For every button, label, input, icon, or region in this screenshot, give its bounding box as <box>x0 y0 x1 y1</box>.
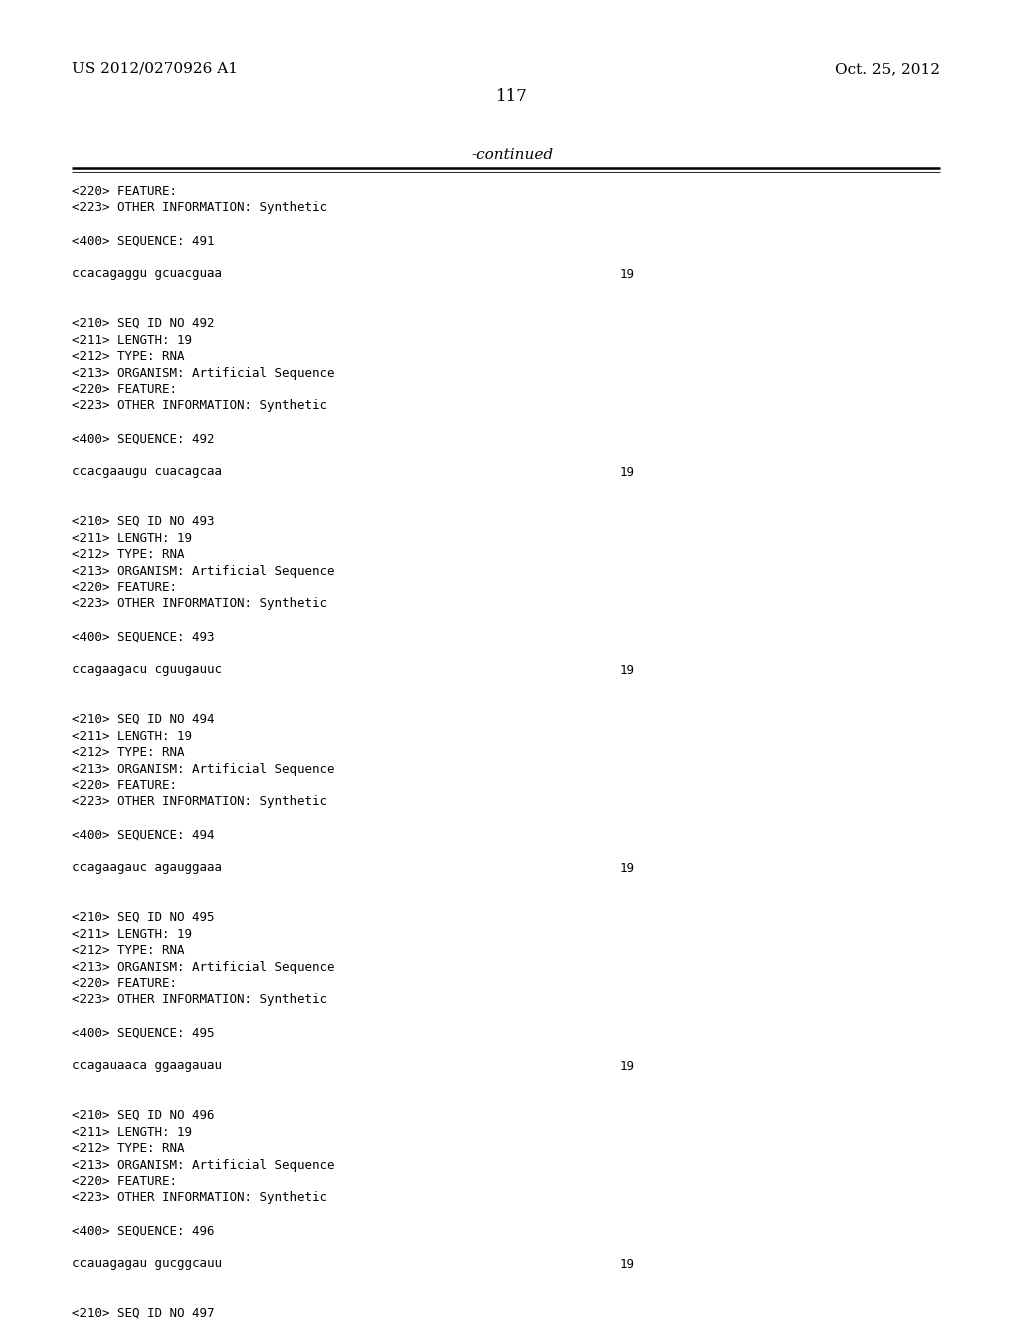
Text: <213> ORGANISM: Artificial Sequence: <213> ORGANISM: Artificial Sequence <box>72 961 335 974</box>
Text: Oct. 25, 2012: Oct. 25, 2012 <box>835 62 940 77</box>
Text: <213> ORGANISM: Artificial Sequence: <213> ORGANISM: Artificial Sequence <box>72 1159 335 1172</box>
Text: <220> FEATURE:: <220> FEATURE: <box>72 383 177 396</box>
Text: <212> TYPE: RNA: <212> TYPE: RNA <box>72 944 184 957</box>
Text: 19: 19 <box>620 862 635 874</box>
Text: <213> ORGANISM: Artificial Sequence: <213> ORGANISM: Artificial Sequence <box>72 763 335 776</box>
Text: <210> SEQ ID NO 496: <210> SEQ ID NO 496 <box>72 1109 214 1122</box>
Text: <213> ORGANISM: Artificial Sequence: <213> ORGANISM: Artificial Sequence <box>72 367 335 380</box>
Text: 19: 19 <box>620 1060 635 1072</box>
Text: <223> OTHER INFORMATION: Synthetic: <223> OTHER INFORMATION: Synthetic <box>72 796 327 808</box>
Text: <212> TYPE: RNA: <212> TYPE: RNA <box>72 1142 184 1155</box>
Text: <223> OTHER INFORMATION: Synthetic: <223> OTHER INFORMATION: Synthetic <box>72 598 327 610</box>
Text: <223> OTHER INFORMATION: Synthetic: <223> OTHER INFORMATION: Synthetic <box>72 202 327 214</box>
Text: ccagauaaca ggaagauau: ccagauaaca ggaagauau <box>72 1060 222 1072</box>
Text: ccagaagacu cguugauuc: ccagaagacu cguugauuc <box>72 664 222 676</box>
Text: <210> SEQ ID NO 492: <210> SEQ ID NO 492 <box>72 317 214 330</box>
Text: <211> LENGTH: 19: <211> LENGTH: 19 <box>72 334 193 346</box>
Text: ccacgaaugu cuacagcaa: ccacgaaugu cuacagcaa <box>72 466 222 479</box>
Text: <212> TYPE: RNA: <212> TYPE: RNA <box>72 746 184 759</box>
Text: <400> SEQUENCE: 493: <400> SEQUENCE: 493 <box>72 631 214 644</box>
Text: <400> SEQUENCE: 495: <400> SEQUENCE: 495 <box>72 1027 214 1040</box>
Text: <223> OTHER INFORMATION: Synthetic: <223> OTHER INFORMATION: Synthetic <box>72 994 327 1006</box>
Text: <211> LENGTH: 19: <211> LENGTH: 19 <box>72 730 193 742</box>
Text: <400> SEQUENCE: 491: <400> SEQUENCE: 491 <box>72 235 214 248</box>
Text: <223> OTHER INFORMATION: Synthetic: <223> OTHER INFORMATION: Synthetic <box>72 400 327 412</box>
Text: ccacagaggu gcuacguaa: ccacagaggu gcuacguaa <box>72 268 222 281</box>
Text: <210> SEQ ID NO 497: <210> SEQ ID NO 497 <box>72 1307 214 1320</box>
Text: <220> FEATURE:: <220> FEATURE: <box>72 1175 177 1188</box>
Text: <211> LENGTH: 19: <211> LENGTH: 19 <box>72 928 193 940</box>
Text: <213> ORGANISM: Artificial Sequence: <213> ORGANISM: Artificial Sequence <box>72 565 335 578</box>
Text: <220> FEATURE:: <220> FEATURE: <box>72 581 177 594</box>
Text: <223> OTHER INFORMATION: Synthetic: <223> OTHER INFORMATION: Synthetic <box>72 1192 327 1204</box>
Text: ccauagagau gucggcauu: ccauagagau gucggcauu <box>72 1258 222 1270</box>
Text: <212> TYPE: RNA: <212> TYPE: RNA <box>72 548 184 561</box>
Text: <220> FEATURE:: <220> FEATURE: <box>72 185 177 198</box>
Text: 117: 117 <box>496 88 528 106</box>
Text: <400> SEQUENCE: 494: <400> SEQUENCE: 494 <box>72 829 214 842</box>
Text: 19: 19 <box>620 466 635 479</box>
Text: <210> SEQ ID NO 495: <210> SEQ ID NO 495 <box>72 911 214 924</box>
Text: ccagaagauc agauggaaa: ccagaagauc agauggaaa <box>72 862 222 874</box>
Text: 19: 19 <box>620 664 635 676</box>
Text: <220> FEATURE:: <220> FEATURE: <box>72 779 177 792</box>
Text: <400> SEQUENCE: 496: <400> SEQUENCE: 496 <box>72 1225 214 1238</box>
Text: <212> TYPE: RNA: <212> TYPE: RNA <box>72 350 184 363</box>
Text: <211> LENGTH: 19: <211> LENGTH: 19 <box>72 532 193 544</box>
Text: <210> SEQ ID NO 494: <210> SEQ ID NO 494 <box>72 713 214 726</box>
Text: -continued: -continued <box>471 148 553 162</box>
Text: <210> SEQ ID NO 493: <210> SEQ ID NO 493 <box>72 515 214 528</box>
Text: <400> SEQUENCE: 492: <400> SEQUENCE: 492 <box>72 433 214 446</box>
Text: <220> FEATURE:: <220> FEATURE: <box>72 977 177 990</box>
Text: <211> LENGTH: 19: <211> LENGTH: 19 <box>72 1126 193 1138</box>
Text: US 2012/0270926 A1: US 2012/0270926 A1 <box>72 62 238 77</box>
Text: 19: 19 <box>620 1258 635 1270</box>
Text: 19: 19 <box>620 268 635 281</box>
